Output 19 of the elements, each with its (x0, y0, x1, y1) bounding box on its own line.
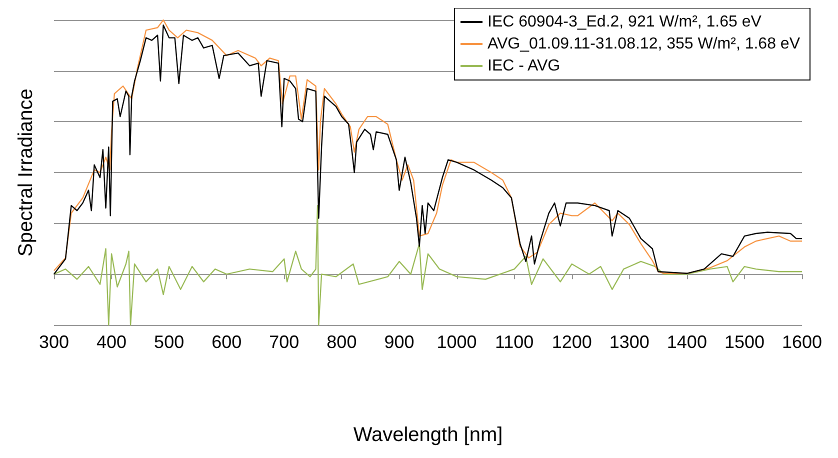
x-tick-label: 1300 (609, 332, 650, 352)
x-tick-label: 700 (269, 332, 300, 352)
legend-label: AVG_01.09.11-31.08.12, 355 W/m², 1.68 eV (488, 36, 800, 52)
legend-label: IEC - AVG (488, 58, 560, 74)
x-tick-label: 1000 (436, 332, 477, 352)
x-tick-label: 300 (38, 332, 70, 352)
x-tick-label: 900 (384, 332, 414, 352)
y-axis-title: Spectral Irradiance (15, 88, 37, 256)
x-tick-label: 1200 (552, 332, 592, 352)
x-tick-label: 400 (96, 332, 127, 352)
legend-label: IEC 60904-3_Ed.2, 921 W/m², 1.65 eV (488, 14, 762, 30)
x-tick-label: 1500 (724, 332, 764, 352)
x-tick-label: 600 (212, 332, 242, 352)
x-tick-label: 800 (326, 332, 357, 352)
x-tick-label: 500 (154, 332, 184, 352)
x-tick-label: 1400 (666, 332, 707, 352)
x-tick-label: 1600 (782, 332, 822, 352)
x-axis-title: Wavelength [nm] (353, 424, 503, 446)
x-tick-label: 1100 (494, 332, 534, 352)
